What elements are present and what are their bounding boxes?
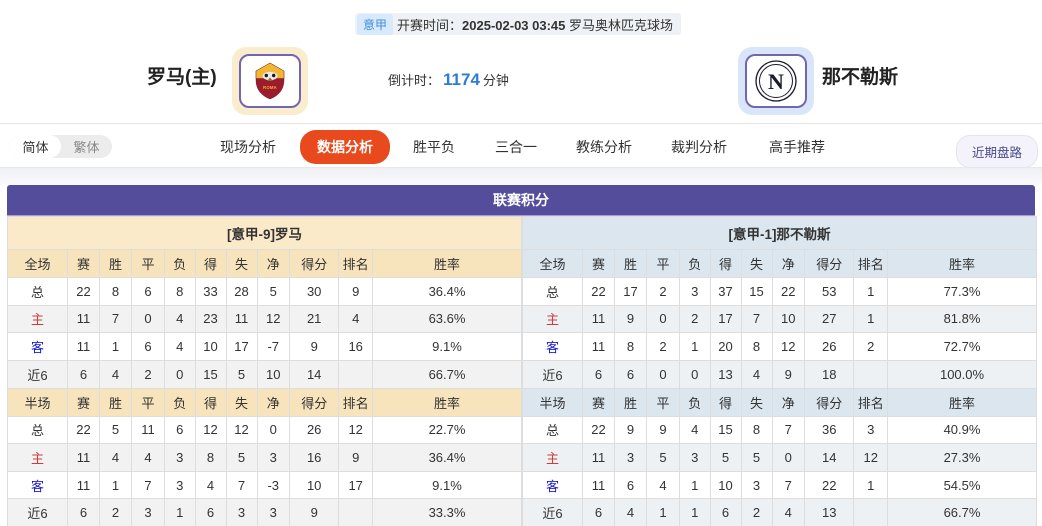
svg-text:N: N <box>768 69 784 94</box>
svg-text:ROMA: ROMA <box>263 85 277 90</box>
